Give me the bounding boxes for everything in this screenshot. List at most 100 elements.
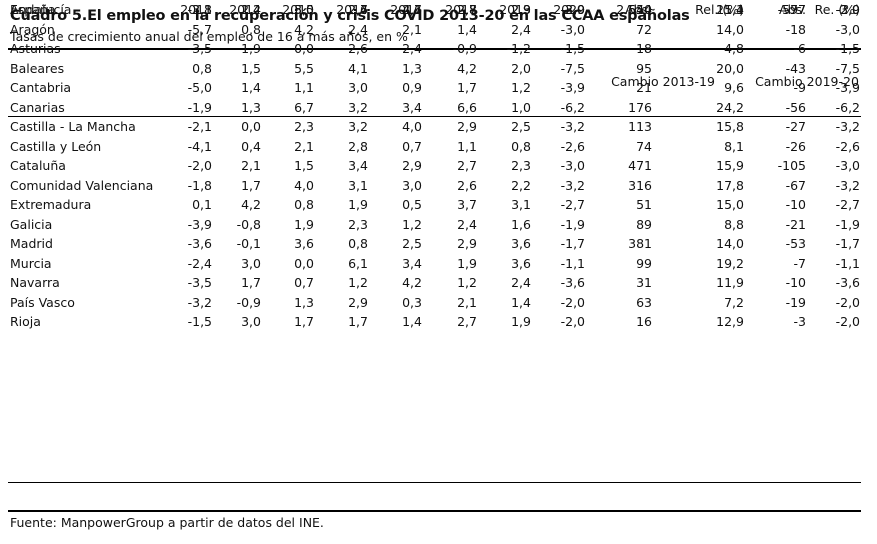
total-row: España -2,8 1,2 3,0 2,7 2,6 2,7 2,3 -2,9 2.640 15,… [10, 0, 860, 20]
table-row: Baleares 0,8 1,5 5,5 4,1 1,3 4,2 2,0 -7,5 95 20,0 -… [10, 59, 860, 79]
table-row: Extremadura 0,1 4,2 0,8 1,9 0,5 3,7 3,1 -2,7 51 15… [10, 195, 860, 215]
value-cell: 1,9 [348, 197, 368, 213]
column-header-row: 2013 2014 2015 2016 2017 2018 2019 2020 Abs. Rel.… [10, 0, 860, 20]
value-cell: 1,4 [511, 294, 531, 310]
value-cell: 2,4 [241, 2, 261, 18]
table-row: Rioja -1,5 3,0 1,7 1,7 1,4 2,7 1,9 -2,0 16 12,9 -3 -… [10, 312, 860, 332]
value-cell: 2,3 [294, 119, 314, 135]
value-cell: -5,7 [187, 21, 212, 37]
value-cell: -10 [785, 275, 806, 291]
value-cell: 1,1 [294, 80, 314, 96]
column-header: 2018 [445, 2, 477, 18]
value-cell: 2,8 [348, 138, 368, 154]
value-cell: -1,2 [506, 41, 531, 57]
value-cell: -3,1 [187, 2, 212, 18]
value-cell: 471 [628, 158, 652, 174]
value-cell: 2.640 [616, 2, 652, 18]
value-cell: 18 [636, 41, 652, 57]
value-cell: -2,8 [187, 2, 212, 18]
value-cell: 3,2 [348, 99, 368, 115]
value-cell: 2,5 [511, 119, 531, 135]
value-cell: 1,4 [241, 80, 261, 96]
column-header: 2019 [499, 2, 531, 18]
value-cell: -7,5 [835, 60, 860, 76]
value-cell: -7,5 [560, 60, 585, 76]
column-header: Re. (%) [814, 2, 860, 18]
column-header: Abs. [779, 2, 806, 18]
value-cell: 15,4 [716, 2, 744, 18]
value-cell: 554 [628, 2, 652, 18]
value-cell: -3,9 [560, 80, 585, 96]
value-cell: 2,3 [511, 158, 531, 174]
value-cell: 3,0 [241, 255, 261, 271]
value-cell: -2,1 [187, 119, 212, 135]
value-cell: 5,0 [294, 2, 314, 18]
value-cell: -18 [785, 21, 806, 37]
value-cell: -1,9 [835, 216, 860, 232]
value-cell: 9,6 [724, 80, 744, 96]
value-cell: -2,7 [560, 197, 585, 213]
value-cell: -6,2 [835, 99, 860, 115]
value-cell: 2,1 [457, 294, 477, 310]
value-cell: -1,7 [560, 236, 585, 252]
value-cell: -97 [785, 2, 806, 18]
value-cell: -2,4 [187, 255, 212, 271]
value-cell: -0,8 [236, 216, 261, 232]
region-name: Cataluña [10, 158, 66, 174]
value-cell: -2,7 [835, 197, 860, 213]
value-cell: -3,2 [560, 177, 585, 193]
value-cell: -1,5 [187, 314, 212, 330]
value-cell: 2,4 [348, 21, 368, 37]
value-cell: 0,4 [241, 138, 261, 154]
value-cell: 6,7 [294, 99, 314, 115]
value-cell: 2,6 [457, 177, 477, 193]
value-cell: 0,5 [402, 197, 422, 213]
value-cell: 2,7 [348, 2, 368, 18]
value-cell: -2,9 [560, 2, 585, 18]
value-cell: 99 [636, 255, 652, 271]
value-cell: 17,8 [716, 177, 744, 193]
value-cell: 63 [636, 294, 652, 310]
value-cell: 0,3 [402, 294, 422, 310]
value-cell: 2,1 [294, 138, 314, 154]
region-name: Baleares [10, 60, 65, 76]
value-cell: 1,2 [348, 275, 368, 291]
value-cell: 0,9 [402, 80, 422, 96]
value-cell: 2,4 [511, 275, 531, 291]
value-cell: 21 [636, 80, 652, 96]
group-header-2019-20: Cambio 2019-20 [755, 74, 859, 89]
column-header: 2013 [180, 2, 212, 18]
value-cell: -3,0 [835, 2, 860, 18]
total-rule [8, 482, 861, 483]
value-cell: 1,2 [241, 2, 261, 18]
value-cell: 4,2 [294, 21, 314, 37]
value-cell: -2,0 [835, 294, 860, 310]
value-cell: 1,1 [457, 138, 477, 154]
table-row: Murcia -2,4 3,0 0,0 6,1 3,4 1,9 3,6 -1,1 99 19,2 -7… [10, 254, 860, 274]
value-cell: 1,5 [294, 158, 314, 174]
value-cell: 19,2 [716, 255, 744, 271]
value-cell: -2,0 [560, 294, 585, 310]
value-cell: 0,8 [192, 60, 212, 76]
value-cell: 2,9 [457, 119, 477, 135]
value-cell: -43 [785, 60, 806, 76]
value-cell: 0,7 [294, 275, 314, 291]
value-cell: -0,9 [236, 294, 261, 310]
value-cell: 3,1 [348, 177, 368, 193]
table-row: Cataluña -2,0 2,1 1,5 3,4 2,9 2,7 2,3 -3,0 471 15,… [10, 156, 860, 176]
value-cell: -3,0 [835, 21, 860, 37]
value-cell: -1,5 [835, 41, 860, 57]
value-cell: -3,6 [560, 275, 585, 291]
column-header: Rel. (%) [695, 2, 744, 18]
value-cell: 0,8 [348, 236, 368, 252]
column-header: 2016 [336, 2, 368, 18]
region-name: Andalucía [10, 2, 72, 18]
value-cell: 2,6 [402, 2, 422, 18]
value-cell: -3,9 [835, 80, 860, 96]
region-name: Castilla - La Mancha [10, 119, 136, 135]
value-cell: 2,4 [402, 41, 422, 57]
value-cell: 3,0 [402, 177, 422, 193]
table-title: Cuadro 5.El empleo en la recuperación y … [10, 8, 690, 24]
value-cell: 4,2 [241, 197, 261, 213]
value-cell: 12,9 [716, 314, 744, 330]
